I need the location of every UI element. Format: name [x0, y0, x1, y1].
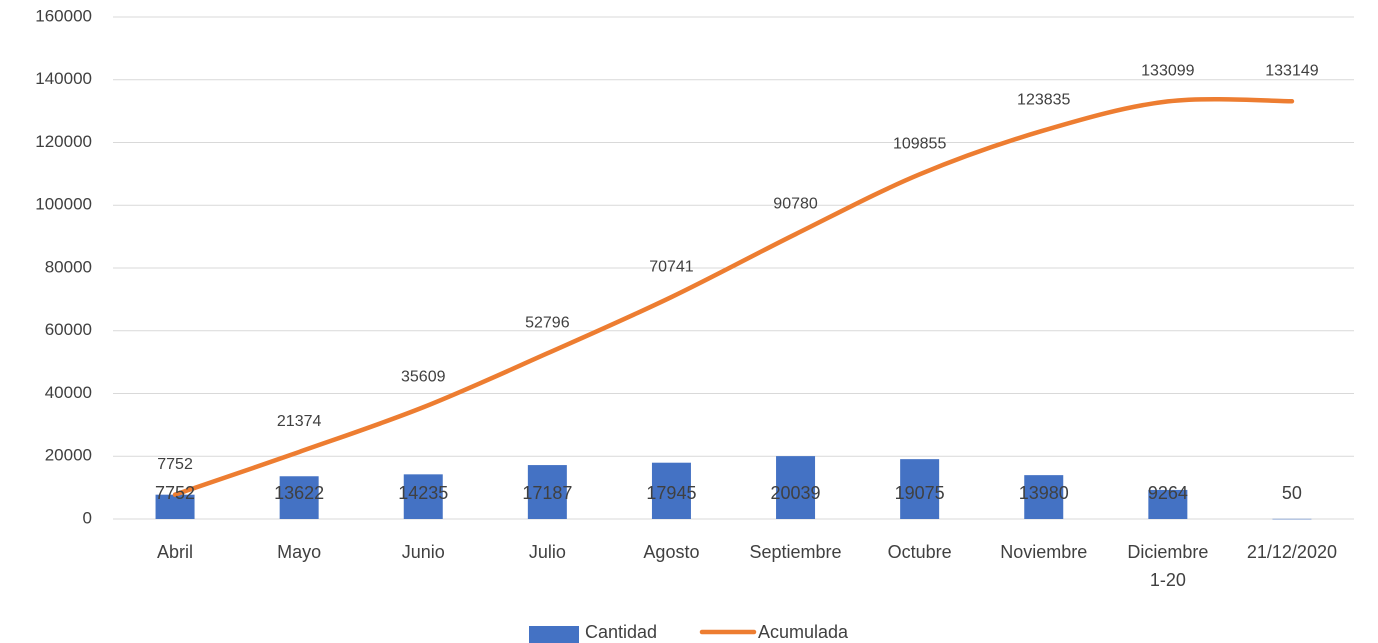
x-tick-label: Septiembre [750, 542, 842, 562]
bar [1272, 518, 1312, 520]
x-axis: Abril Mayo Junio Julio Agosto Septiembre Octub… [157, 542, 1337, 590]
bar-value-label: 50 [1282, 483, 1302, 503]
bar [900, 459, 940, 519]
bar-value-label: 9264 [1148, 483, 1188, 503]
acumulada-line [172, 96, 1295, 497]
x-tick-label: Noviembre [1000, 542, 1087, 562]
y-axis: 0 20000 40000 60000 80000 100000 120000 140000 1… [35, 6, 92, 527]
line-value-label: 133149 [1265, 62, 1318, 79]
y-tick-label: 140000 [35, 69, 92, 88]
line-value-label: 35609 [401, 368, 446, 385]
bar [527, 465, 567, 519]
x-tick-label: Octubre [888, 542, 952, 562]
x-tick-label: Junio [402, 542, 445, 562]
bar-value-label: 14235 [398, 483, 448, 503]
bars-cantidad [155, 456, 1312, 520]
y-tick-label: 60000 [45, 320, 92, 339]
bar [279, 476, 319, 519]
x-tick-label: Mayo [277, 542, 321, 562]
x-tick-label: Abril [157, 542, 193, 562]
x-tick-label: Julio [529, 542, 566, 562]
bar-value-label: 7752 [155, 483, 195, 503]
line-acumulada [172, 96, 1295, 497]
line-value-label: 90780 [773, 195, 818, 212]
bar [1024, 475, 1064, 519]
bar-data-labels: 7752 13622 14235 17187 17945 20039 19075 13980 9… [155, 483, 1302, 503]
x-tick-label: Diciembre [1127, 542, 1208, 562]
bar-value-label: 17945 [646, 483, 696, 503]
y-tick-label: 0 [83, 508, 92, 527]
legend-swatch-cantidad [529, 626, 579, 643]
y-tick-label: 120000 [35, 132, 92, 151]
line-value-label: 7752 [157, 456, 193, 473]
line-value-label: 70741 [649, 258, 694, 275]
bar-value-label: 20039 [771, 483, 821, 503]
y-tick-label: 20000 [45, 446, 92, 465]
x-tick-label: 21/12/2020 [1247, 542, 1337, 562]
x-tick-label: 1-20 [1150, 570, 1186, 590]
legend: Cantidad Acumulada [529, 622, 849, 643]
bar [776, 456, 816, 519]
line-value-label: 52796 [525, 315, 570, 332]
bar [651, 462, 691, 519]
y-tick-label: 80000 [45, 257, 92, 276]
line-value-label: 133099 [1141, 63, 1194, 80]
bar [1148, 489, 1188, 519]
bar [403, 474, 443, 519]
y-tick-label: 160000 [35, 6, 92, 25]
y-tick-label: 40000 [45, 383, 92, 402]
bar-value-label: 13622 [274, 483, 324, 503]
line-value-label: 123835 [1017, 92, 1070, 109]
bar-value-label: 13980 [1019, 483, 1069, 503]
bar-value-label: 19075 [895, 483, 945, 503]
bar-value-label: 17187 [522, 483, 572, 503]
bar [155, 494, 195, 519]
legend-label-cantidad: Cantidad [585, 622, 657, 642]
line-data-labels: 7752 21374 35609 52796 70741 90780 109855 12383… [157, 62, 1318, 472]
legend-label-acumulada: Acumulada [758, 622, 849, 642]
y-tick-label: 100000 [35, 195, 92, 214]
x-tick-label: Agosto [643, 542, 699, 562]
line-value-label: 21374 [277, 413, 322, 430]
line-value-label: 109855 [893, 136, 946, 153]
